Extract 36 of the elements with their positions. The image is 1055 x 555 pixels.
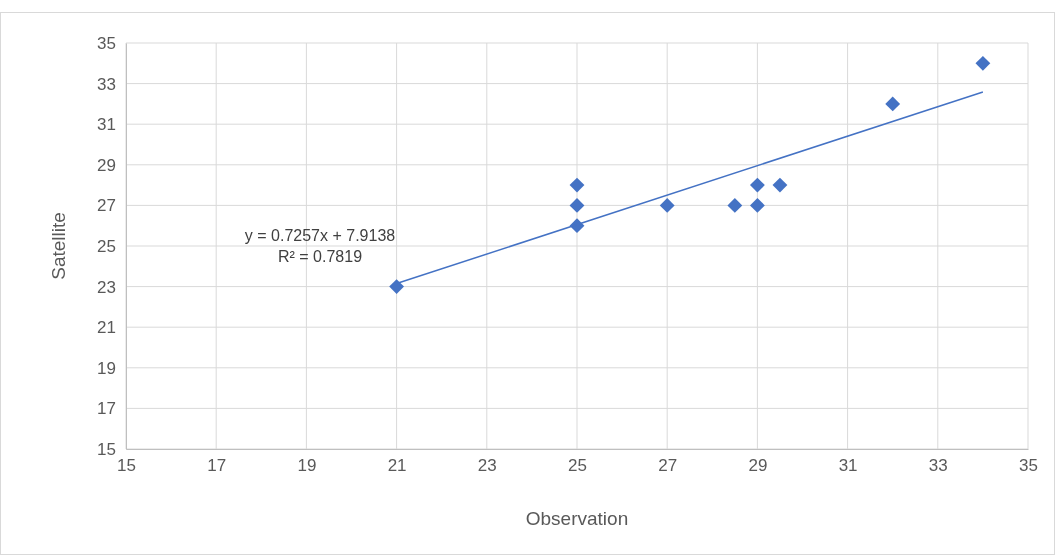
x-tick-label: 19 [297,456,317,476]
y-tick-label: 17 [97,399,116,419]
x-tick-label: 31 [838,456,858,476]
x-tick-label: 25 [568,456,587,476]
annotation: y = 0.7257x + 7.9138 [244,227,396,244]
y-tick-label: 25 [97,236,116,256]
x-tick-label: 21 [387,456,407,476]
x-tick-label: 17 [207,456,227,476]
x-tick-label: 23 [477,456,497,476]
point [727,197,743,213]
point [569,177,585,193]
y-tick-label: 35 [97,33,116,53]
y-tick-label: 33 [97,74,116,94]
y-axis-title: Satellite [48,212,69,280]
x-tick-label: 33 [928,456,948,476]
y-tick-label: 31 [97,115,116,135]
point [659,197,675,213]
y-tick-label: 21 [97,318,116,338]
annotation: R² = 0.7819 [277,248,363,265]
x-tick-label: 27 [658,456,678,476]
y-tick-label: 15 [97,439,116,459]
x-tick-label: 29 [748,456,768,476]
y-tick-label: 29 [97,155,116,175]
y-tick-label: 23 [97,277,116,297]
point [975,55,991,71]
point [749,197,765,213]
y-tick-label: 19 [97,358,116,378]
point [772,177,788,193]
x-tick-label: 15 [117,456,136,476]
point [569,197,585,213]
point [389,279,405,295]
x-axis-title: Observation [525,508,629,529]
x-tick-label: 35 [1019,456,1038,476]
point [749,177,765,193]
point [885,96,901,112]
y-tick-label: 27 [97,196,116,216]
